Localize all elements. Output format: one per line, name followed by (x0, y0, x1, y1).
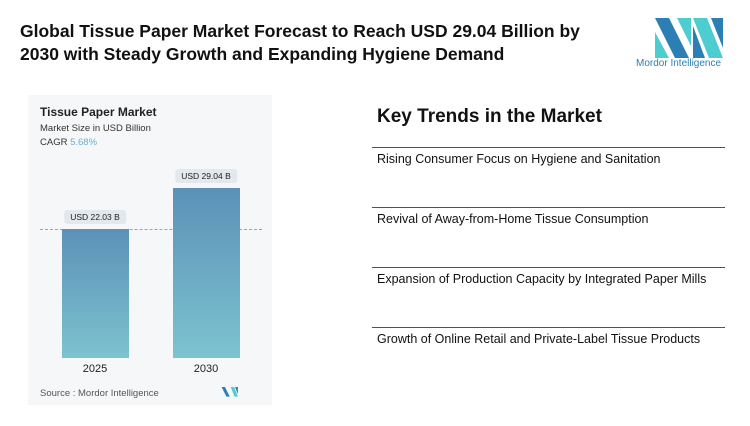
trend-item: Expansion of Production Capacity by Inte… (372, 267, 725, 286)
key-trends-title: Key Trends in the Market (377, 106, 602, 127)
data-label: USD 29.04 B (175, 169, 237, 183)
bar-2025 (61, 229, 129, 358)
chart-title: Tissue Paper Market (40, 105, 157, 119)
mordor-logo-icon (655, 18, 723, 58)
data-label: USD 22.03 B (64, 210, 126, 225)
trend-item: Revival of Away-from-Home Tissue Consump… (372, 207, 725, 226)
cagr-label: CAGR (40, 137, 68, 148)
page-title: Global Tissue Paper Market Forecast to R… (20, 21, 580, 64)
trend-item: Growth of Online Retail and Private-Labe… (372, 327, 725, 346)
source-logo-icon (221, 387, 238, 397)
trend-text: Expansion of Production Capacity by Inte… (377, 272, 707, 286)
trend-text: Rising Consumer Focus on Hygiene and San… (377, 152, 661, 166)
trend-text: Revival of Away-from-Home Tissue Consump… (377, 212, 649, 226)
logo-text: Mordor Intelligence (636, 58, 722, 69)
trend-text: Growth of Online Retail and Private-Labe… (377, 332, 701, 346)
cagr: CAGR 5.68% (40, 137, 97, 148)
chart-source: Source : Mordor Intelligence (40, 388, 159, 399)
x-tick-label: 2030 (193, 363, 219, 375)
chart-card: Tissue Paper Market Market Size in USD B… (28, 95, 272, 405)
bar-2030 (172, 188, 240, 358)
trend-item: Rising Consumer Focus on Hygiene and San… (372, 147, 725, 166)
chart-subtitle: Market Size in USD Billion (40, 123, 151, 134)
cagr-value: 5.68% (70, 137, 98, 148)
baseline-dashed-line (40, 229, 262, 231)
x-tick-label: 2025 (82, 363, 108, 375)
